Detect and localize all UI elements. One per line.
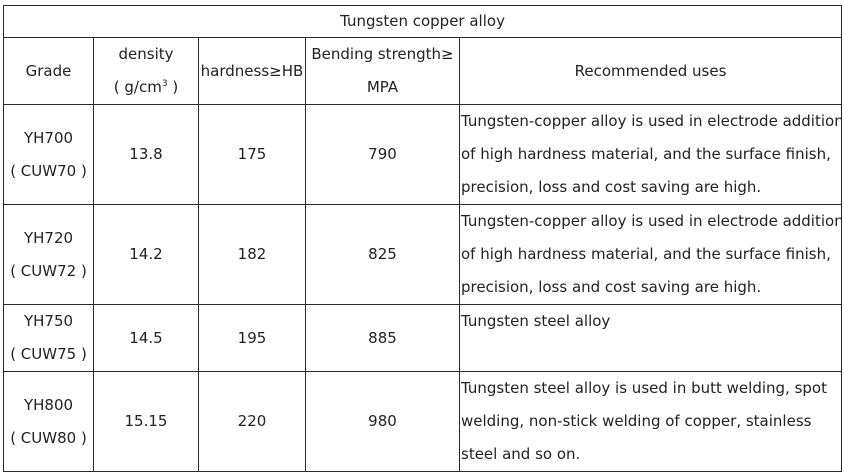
grade-code: ( CUW70 ) — [10, 161, 87, 180]
grade-name: YH750 — [23, 312, 74, 330]
grade-code: ( CUW72 ) — [10, 261, 87, 280]
uses-line: of high hardness material, and the surfa… — [461, 145, 831, 163]
uses-line: precision, loss and cost saving are high… — [461, 178, 762, 196]
cell-uses: Tungsten-copper alloy is used in electro… — [458, 204, 843, 305]
density-unit-text: ( g/cm — [113, 78, 162, 96]
table-row: YH700 ( CUW70 ) 13.8 175 790 Tungsten-copper … — [3, 104, 843, 205]
cell-bending: 885 — [305, 304, 460, 372]
header-hardness: hardness≥HB — [198, 37, 306, 105]
cell-hardness: 195 — [198, 304, 306, 372]
table-row: YH800 ( CUW80 ) 15.15 220 980 Tungsten steel … — [3, 371, 843, 472]
cell-uses: Tungsten steel alloy is used in butt wel… — [458, 371, 843, 472]
alloy-table: Tungsten copper alloy Grade density ( g/… — [2, 5, 843, 472]
grade-code: ( CUW80 ) — [10, 428, 87, 447]
header-density: density ( g/cm3 ) — [93, 37, 199, 105]
header-density-label: density — [118, 45, 174, 63]
header-uses: Recommended uses — [458, 37, 843, 105]
cell-grade: YH750 ( CUW75 ) — [3, 304, 94, 372]
grade-name: YH800 — [23, 395, 74, 414]
cell-hardness: 220 — [198, 371, 306, 472]
density-unit-close: ) — [167, 78, 179, 96]
uses-line: Tungsten steel alloy is used in butt wel… — [461, 379, 827, 397]
header-grade: Grade — [3, 37, 94, 105]
cell-uses: Tungsten steel alloy — [458, 304, 843, 372]
header-density-unit: ( g/cm3 ) — [95, 71, 198, 104]
grade-name: YH700 — [23, 128, 74, 147]
cell-grade: YH720 ( CUW72 ) — [3, 204, 94, 305]
header-bending-label: Bending strength≥ — [311, 45, 454, 63]
header-bending-unit: MPA — [366, 78, 399, 96]
table-row: YH720 ( CUW72 ) 14.2 182 825 Tungsten-copper … — [3, 204, 843, 305]
cell-grade: YH800 ( CUW80 ) — [3, 371, 94, 472]
cell-bending: 790 — [305, 104, 460, 205]
cell-bending: 825 — [305, 204, 460, 305]
uses-line: Tungsten-copper alloy is used in electro… — [461, 212, 842, 230]
uses-line: steel and so on. — [461, 445, 581, 463]
density-unit-exponent: 3 — [161, 79, 168, 89]
uses-line: Tungsten steel alloy — [461, 312, 611, 330]
cell-density: 15.15 — [93, 371, 199, 472]
grade-code: ( CUW75 ) — [10, 345, 87, 363]
grade-name: YH720 — [23, 228, 74, 247]
cell-density: 14.5 — [93, 304, 199, 372]
cell-bending: 980 — [305, 371, 460, 472]
uses-line: of high hardness material, and the surfa… — [461, 245, 831, 263]
header-bending: Bending strength≥ MPA — [305, 37, 460, 105]
cell-density: 13.8 — [93, 104, 199, 205]
cell-hardness: 182 — [198, 204, 306, 305]
uses-line: Tungsten-copper alloy is used in electro… — [461, 112, 842, 130]
uses-line: precision, loss and cost saving are high… — [461, 278, 762, 296]
table-row: YH750 ( CUW75 ) 14.5 195 885 Tungsten steel a… — [3, 304, 843, 372]
cell-density: 14.2 — [93, 204, 199, 305]
cell-grade: YH700 ( CUW70 ) — [3, 104, 94, 205]
uses-line: welding, non-stick welding of copper, st… — [461, 412, 812, 430]
cell-uses: Tungsten-copper alloy is used in electro… — [458, 104, 843, 205]
cell-hardness: 175 — [198, 104, 306, 205]
table-title: Tungsten copper alloy — [2, 5, 843, 38]
